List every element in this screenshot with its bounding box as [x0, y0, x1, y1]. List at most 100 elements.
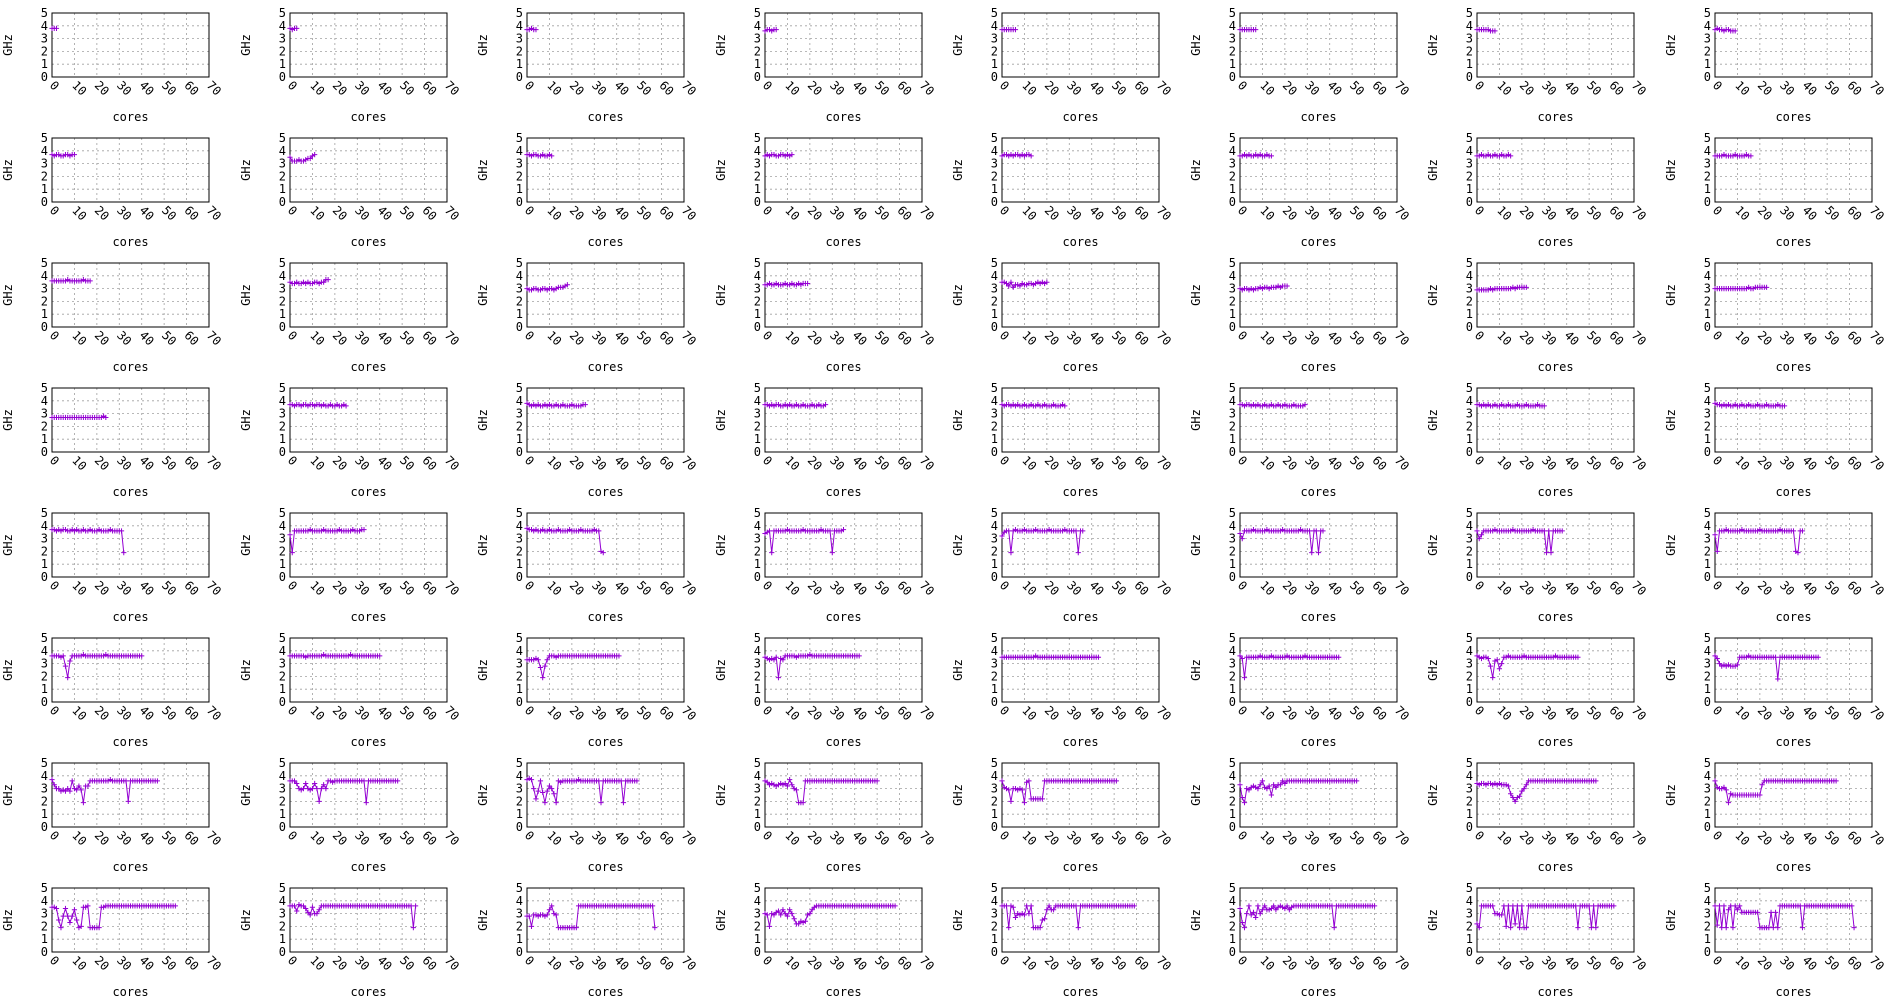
y-tick-label: 0: [753, 445, 760, 459]
y-tick-label: 0: [41, 820, 48, 834]
y-tick-label: 0: [1228, 570, 1235, 584]
x-axis-title: cores: [112, 985, 148, 999]
x-tick-label: 70: [1391, 203, 1411, 223]
y-tick-label: 0: [1466, 70, 1473, 84]
data-point-marker: [1010, 904, 1016, 910]
data-point-marker: [1008, 798, 1014, 804]
data-point-marker: [1008, 279, 1014, 285]
x-tick-label: 60: [1369, 703, 1389, 723]
x-tick-label: 50: [159, 453, 179, 473]
x-axis-title: cores: [1062, 485, 1098, 499]
x-tick-label: 10: [307, 328, 327, 348]
x-tick-label: 30: [352, 203, 372, 223]
x-tick-label: 10: [1257, 703, 1277, 723]
y-tick-label: 1: [516, 807, 523, 821]
y-tick-label: 5: [991, 506, 998, 520]
y-tick-label: 3: [41, 157, 48, 171]
data-point-marker: [121, 550, 127, 556]
x-tick-label: 50: [1109, 578, 1129, 598]
x-tick-label: 40: [374, 578, 394, 598]
y-tick-label: 1: [278, 807, 285, 821]
y-axis-title: GHz: [1, 409, 15, 431]
y-tick-label: 3: [278, 657, 285, 671]
x-tick-label: 10: [307, 78, 327, 98]
y-tick-label: 0: [991, 820, 998, 834]
data-point-marker: [1371, 903, 1377, 909]
y-tick-label: 4: [278, 19, 285, 33]
y-tick-label: 4: [991, 644, 998, 658]
x-tick-label: 70: [1629, 578, 1649, 598]
x-tick-label: 10: [1494, 953, 1514, 973]
x-tick-label: 0: [47, 703, 62, 718]
data-point-marker: [829, 550, 835, 556]
data-point-marker: [1257, 782, 1263, 788]
y-tick-label: 3: [278, 282, 285, 296]
plot-frame: [1001, 762, 1160, 828]
x-tick-label: 0: [284, 203, 299, 218]
x-tick-label: 40: [1562, 703, 1582, 723]
y-tick-label: 0: [753, 195, 760, 209]
y-tick-label: 2: [41, 794, 48, 808]
y-tick-label: 4: [516, 644, 523, 658]
data-point-marker: [1236, 653, 1243, 659]
data-point-marker: [376, 653, 382, 659]
x-tick-label: 30: [827, 78, 847, 98]
x-tick-label: 10: [544, 578, 564, 598]
plot-frame: [526, 512, 685, 578]
data-point-marker: [1039, 796, 1045, 802]
x-tick-label: 40: [612, 703, 632, 723]
x-tick-label: 30: [1302, 453, 1322, 473]
y-tick-label: 3: [1703, 407, 1710, 421]
plot-frame: [1239, 262, 1397, 328]
x-tick-label: 20: [1754, 453, 1774, 473]
y-axis-title: GHz: [239, 409, 253, 431]
data-point-marker: [1736, 903, 1742, 909]
x-tick-label: 70: [441, 578, 461, 598]
x-tick-label: 50: [872, 578, 892, 598]
y-tick-label: 3: [516, 532, 523, 546]
x-tick-label: 60: [1606, 578, 1626, 598]
x-tick-label: 60: [1606, 453, 1626, 473]
x-tick-label: 50: [1822, 78, 1842, 98]
series-line: [289, 279, 328, 285]
x-tick-label: 30: [1064, 828, 1084, 848]
data-point-marker: [773, 27, 779, 33]
x-tick-label: 40: [1324, 328, 1344, 348]
data-point-marker: [1037, 925, 1043, 931]
y-tick-label: 2: [1228, 294, 1235, 308]
x-tick-label: 10: [1019, 953, 1039, 973]
x-tick-label: 60: [1606, 703, 1626, 723]
x-tick-label: 0: [1234, 703, 1249, 718]
y-tick-label: 0: [516, 70, 523, 84]
y-tick-label: 3: [1228, 907, 1235, 921]
x-tick-label: 70: [204, 453, 224, 473]
y-tick-label: 5: [516, 6, 523, 20]
x-tick-label: 50: [1584, 828, 1604, 848]
plot-frame: [1239, 12, 1397, 78]
y-axis-title: GHz: [1664, 284, 1678, 306]
y-tick-label: 5: [516, 756, 523, 770]
x-tick-label: 30: [827, 828, 847, 848]
y-tick-label: 1: [1228, 432, 1235, 446]
x-tick-label: 30: [1777, 78, 1797, 98]
data-point-marker: [1476, 536, 1482, 542]
y-tick-label: 5: [41, 131, 48, 145]
x-axis-title: cores: [112, 110, 148, 124]
y-tick-label: 2: [753, 294, 760, 308]
y-tick-label: 1: [1228, 57, 1235, 71]
x-axis-title: cores: [1300, 110, 1336, 124]
x-tick-label: 50: [1109, 203, 1129, 223]
data-point-marker: [786, 777, 792, 783]
data-point-marker: [1268, 905, 1274, 912]
x-tick-label: 30: [352, 453, 372, 473]
x-tick-label: 30: [1777, 453, 1797, 473]
data-point-marker: [1833, 778, 1839, 784]
x-tick-label: 50: [1822, 453, 1842, 473]
x-tick-label: 10: [307, 828, 327, 848]
plot-frame: [764, 262, 922, 328]
y-tick-label: 0: [991, 945, 998, 959]
y-tick-label: 4: [1228, 144, 1235, 158]
